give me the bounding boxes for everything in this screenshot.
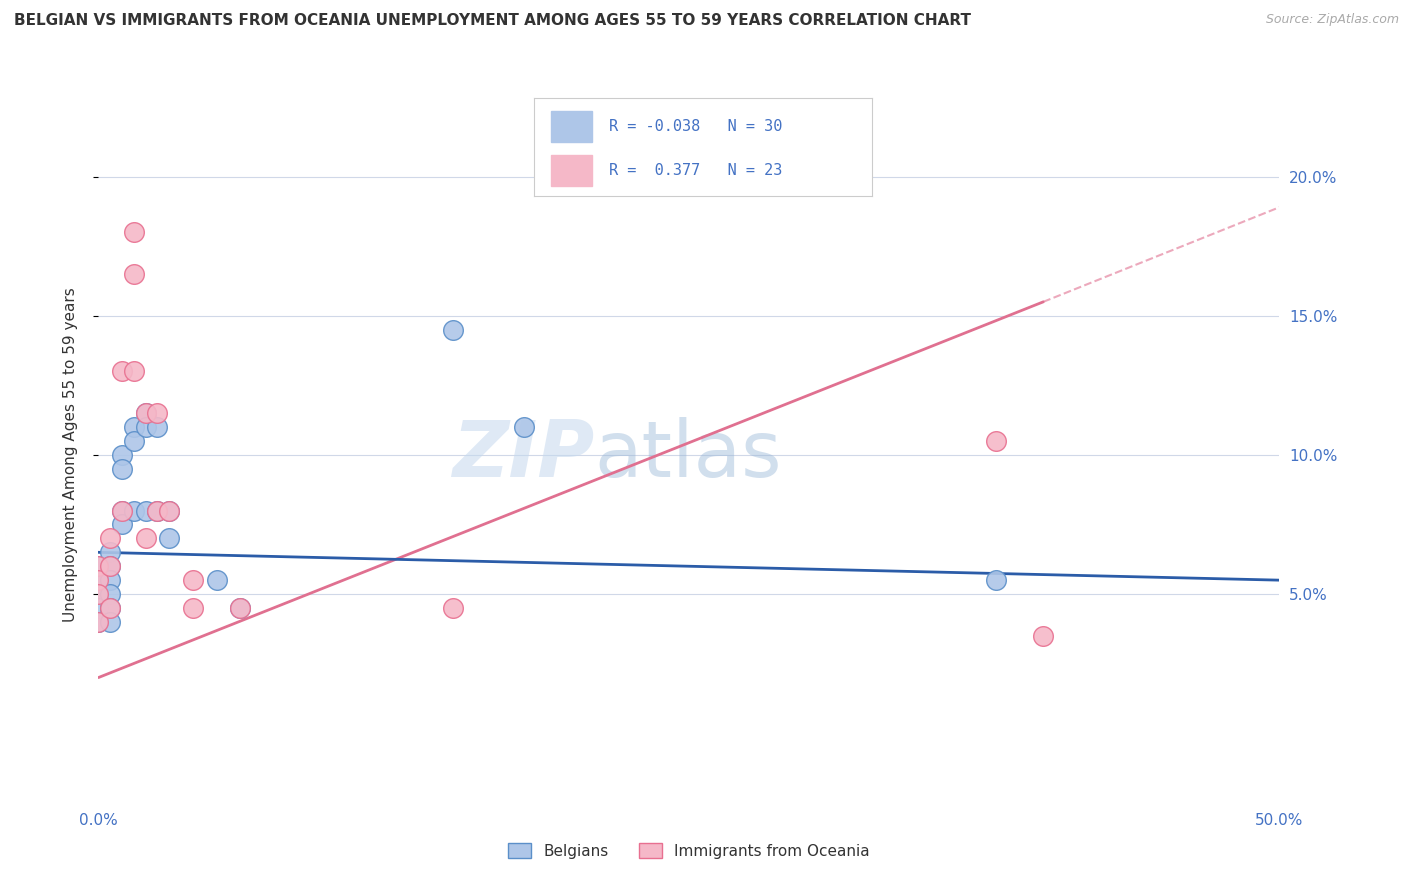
Point (87, 559, 110, 574)
Point (157, 503, 180, 517)
Text: R = -0.038   N = 30: R = -0.038 N = 30 (609, 119, 782, 134)
Point (98, 601, 121, 615)
Point (98, 587, 121, 601)
Point (122, 503, 145, 517)
Point (87, 615, 110, 629)
Point (111, 364, 134, 378)
Point (111, 503, 134, 517)
Point (111, 503, 134, 517)
Point (98, 573, 121, 587)
Legend: Belgians, Immigrants from Oceania: Belgians, Immigrants from Oceania (502, 837, 876, 864)
Point (229, 601, 252, 615)
Point (111, 448, 134, 462)
Point (229, 601, 252, 615)
Bar (551, 111, 592, 142)
Text: R =  0.377   N = 23: R = 0.377 N = 23 (609, 163, 782, 178)
Point (984, 573, 1007, 587)
Point (146, 406, 169, 420)
Point (135, 406, 157, 420)
Point (205, 573, 228, 587)
Point (87, 615, 110, 629)
Point (135, 420, 157, 434)
Point (122, 420, 145, 434)
Point (98, 545, 121, 559)
Point (512, 420, 534, 434)
Point (111, 462, 134, 476)
Point (984, 434, 1007, 448)
Point (87, 559, 110, 574)
Point (98, 532, 121, 546)
Point (146, 420, 169, 434)
Point (181, 601, 204, 615)
Point (87, 587, 110, 601)
Text: ZIP: ZIP (453, 417, 595, 493)
Text: atlas: atlas (595, 417, 782, 493)
Point (122, 364, 145, 378)
Point (441, 323, 464, 337)
Point (122, 434, 145, 448)
Point (181, 573, 204, 587)
Point (146, 503, 169, 517)
Point (135, 406, 157, 420)
Point (98, 615, 121, 629)
Point (157, 532, 180, 546)
Point (122, 225, 145, 239)
Point (98, 559, 121, 574)
Point (135, 503, 157, 517)
Point (98, 559, 121, 574)
Point (157, 503, 180, 517)
Bar (551, 155, 592, 186)
Point (111, 517, 134, 532)
Point (87, 601, 110, 615)
Point (98, 601, 121, 615)
Point (441, 601, 464, 615)
Point (1032, 629, 1054, 643)
Text: Source: ZipAtlas.com: Source: ZipAtlas.com (1265, 13, 1399, 27)
Point (135, 532, 157, 546)
Point (87, 573, 110, 587)
Point (87, 587, 110, 601)
Point (146, 503, 169, 517)
Y-axis label: Unemployment Among Ages 55 to 59 years: Unemployment Among Ages 55 to 59 years (63, 287, 77, 623)
Point (87, 573, 110, 587)
Text: BELGIAN VS IMMIGRANTS FROM OCEANIA UNEMPLOYMENT AMONG AGES 55 TO 59 YEARS CORREL: BELGIAN VS IMMIGRANTS FROM OCEANIA UNEMP… (14, 13, 972, 29)
Point (122, 267, 145, 281)
